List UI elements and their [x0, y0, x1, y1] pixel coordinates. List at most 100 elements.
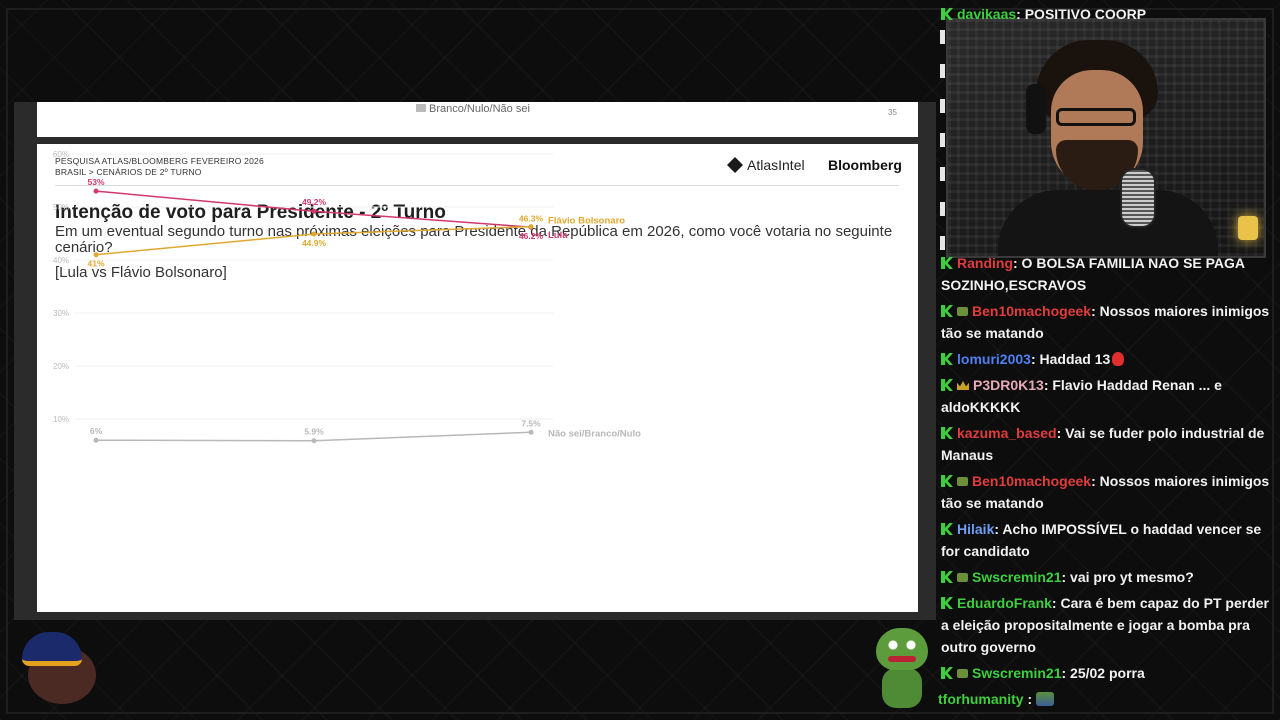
overlay-frame: [6, 8, 1274, 714]
chat-username[interactable]: EduardoFrank: [957, 595, 1052, 611]
chat-panel: Randing: O BOLSA FAMILIA NAO SE PAGA SOZ…: [938, 252, 1275, 714]
data-point: [311, 208, 317, 214]
chat-gutter: [940, 20, 946, 260]
previous-slide[interactable]: [37, 102, 918, 137]
chat-message: lomuri2003: Haddad 13: [941, 348, 1275, 370]
chat-text: : vai pro yt mesmo?: [1061, 569, 1194, 585]
k-mod-icon: [941, 667, 953, 679]
chat-username[interactable]: P3DR0K13: [973, 377, 1044, 393]
data-point: [528, 224, 534, 230]
data-label: 6%: [90, 426, 103, 436]
data-label: 7.5%: [521, 418, 541, 428]
chat-text: : Flavio Haddad Renan ... e aldoKKKKK: [941, 377, 1222, 415]
chat-text: : Haddad 13: [1030, 351, 1111, 367]
chat-message: Swscremin21: vai pro yt mesmo?: [941, 566, 1275, 588]
pepe-frog-emote: [870, 628, 932, 710]
header-divider: [55, 185, 899, 186]
data-label: 53%: [87, 177, 104, 187]
chat-message: Ben10machogeek: Nossos maiores inimigos …: [941, 470, 1275, 514]
k-mod-icon: [941, 305, 953, 317]
chat-message: Swscremin21: 25/02 porra: [941, 662, 1275, 684]
car-emote-icon: [1036, 692, 1055, 706]
data-point: [311, 231, 317, 237]
slide-header-breadcrumb: BRASIL > CENÁRIOS DE 2º TURNO: [55, 167, 202, 177]
y-tick-label: 40%: [53, 256, 69, 265]
streamer-shirt: [998, 190, 1218, 256]
slide-header-survey: PESQUISA ATLAS/BLOOMBERG FEVEREIRO 2026: [55, 156, 264, 166]
sub-badge-icon: [957, 477, 968, 486]
chat-text: :: [1023, 691, 1033, 707]
chat-username[interactable]: Ben10machogeek: [972, 473, 1092, 489]
chat-username[interactable]: Swscremin21: [972, 665, 1062, 681]
y-tick-label: 10%: [53, 415, 69, 424]
legend-swatch-icon: [416, 104, 426, 112]
chat-username[interactable]: Randing: [957, 255, 1013, 271]
chat-username[interactable]: tforhumanity: [938, 691, 1024, 707]
chat-text: : Cara é bem capaz do PT perder a eleiçã…: [941, 595, 1269, 655]
crown-badge-icon: [957, 381, 969, 390]
y-tick-label: 60%: [53, 150, 69, 159]
sub-badge-icon: [957, 669, 968, 678]
atlasintel-mark-icon: [727, 157, 743, 173]
chat-message: Ben10machogeek: Nossos maiores inimigos …: [941, 300, 1275, 344]
previous-legend-label: Branco/Nulo/Não sei: [429, 103, 530, 115]
sub-badge-icon: [957, 573, 968, 582]
previous-slide-page-number: 35: [888, 108, 897, 117]
data-point: [93, 188, 99, 194]
atlasintel-logo: AtlasIntel: [727, 156, 805, 174]
mascot-emote-left: [20, 628, 100, 708]
data-point: [528, 429, 534, 435]
y-tick-label: 20%: [53, 362, 69, 371]
microphone-icon: [1120, 168, 1156, 228]
chat-message: Hilaik: Acho IMPOSSÍVEL o haddad vencer …: [941, 518, 1275, 562]
data-label: 49.2%: [302, 197, 327, 207]
chat-username[interactable]: kazuma_based: [957, 425, 1057, 441]
previous-slide-legend: Branco/Nulo/Não sei: [416, 103, 530, 115]
data-point: [93, 437, 99, 443]
sub-badge-icon: [957, 307, 968, 316]
chat-text: : Nossos maiores inimigos tão se matando: [941, 473, 1270, 511]
chat-message: kazuma_based: Vai se fuder polo industri…: [941, 422, 1275, 466]
chat-text: : 25/02 porra: [1061, 665, 1145, 681]
data-label: 44.9%: [302, 238, 327, 248]
red-emote-icon: [1112, 352, 1125, 366]
data-label: 41%: [87, 259, 104, 269]
headphones-icon: [1026, 84, 1046, 134]
k-mod-icon: [941, 257, 953, 269]
series-end-label: Lula: [548, 230, 568, 241]
vote-intention-chart: 60% 50% 40% 30% 20% 10% 53% 49.2% 46.2% Lula 41% 44…: [53, 150, 641, 444]
chat-message: P3DR0K13: Flavio Haddad Renan ... e aldo…: [941, 374, 1275, 418]
data-point: [93, 252, 99, 258]
data-label: 46.2%: [519, 231, 544, 241]
k-mod-icon: [941, 475, 953, 487]
chat-username[interactable]: davikaas: [957, 6, 1017, 22]
k-mod-icon: [941, 523, 953, 535]
chat-text: : O BOLSA FAMILIA NAO SE PAGA SOZINHO,ES…: [941, 255, 1245, 293]
glasses-icon: [1056, 108, 1136, 126]
current-slide[interactable]: PESQUISA ATLAS/BLOOMBERG FEVEREIRO 2026 …: [37, 144, 918, 612]
lamp-icon: [1238, 216, 1258, 240]
chat-text: : Vai se fuder polo industrial de Manaus: [941, 425, 1265, 463]
chat-username[interactable]: Ben10machogeek: [972, 303, 1092, 319]
k-mod-icon: [941, 597, 953, 609]
chat-text: : Acho IMPOSSÍVEL o haddad vencer se for…: [941, 521, 1262, 559]
data-label: 46.3%: [519, 214, 544, 224]
series-end-label: Flávio Bolsonaro: [548, 216, 625, 227]
k-mod-icon: [941, 427, 953, 439]
k-mod-icon: [941, 8, 953, 20]
chat-text: : Nossos maiores inimigos tão se matando: [941, 303, 1270, 341]
series-end-label: Não sei/Branco/Nulo: [548, 428, 641, 439]
data-label: 5.9%: [304, 427, 324, 437]
chat-message: Randing: O BOLSA FAMILIA NAO SE PAGA SOZ…: [941, 252, 1275, 296]
chat-username[interactable]: Swscremin21: [972, 569, 1062, 585]
k-mod-icon: [941, 379, 953, 391]
chat-username[interactable]: Hilaik: [957, 521, 995, 537]
slide-question: Em um eventual segundo turno nas próxima…: [55, 223, 893, 256]
slide-scenario: [Lula vs Flávio Bolsonaro]: [55, 264, 227, 281]
chat-text: : POSITIVO COORP: [1016, 6, 1147, 22]
streamer-webcam: [946, 18, 1266, 258]
data-point: [311, 438, 317, 444]
chat-username[interactable]: lomuri2003: [957, 351, 1031, 367]
y-tick-label: 30%: [53, 309, 69, 318]
chat-message-top: davikaas: POSITIVO COORP: [941, 6, 1146, 22]
